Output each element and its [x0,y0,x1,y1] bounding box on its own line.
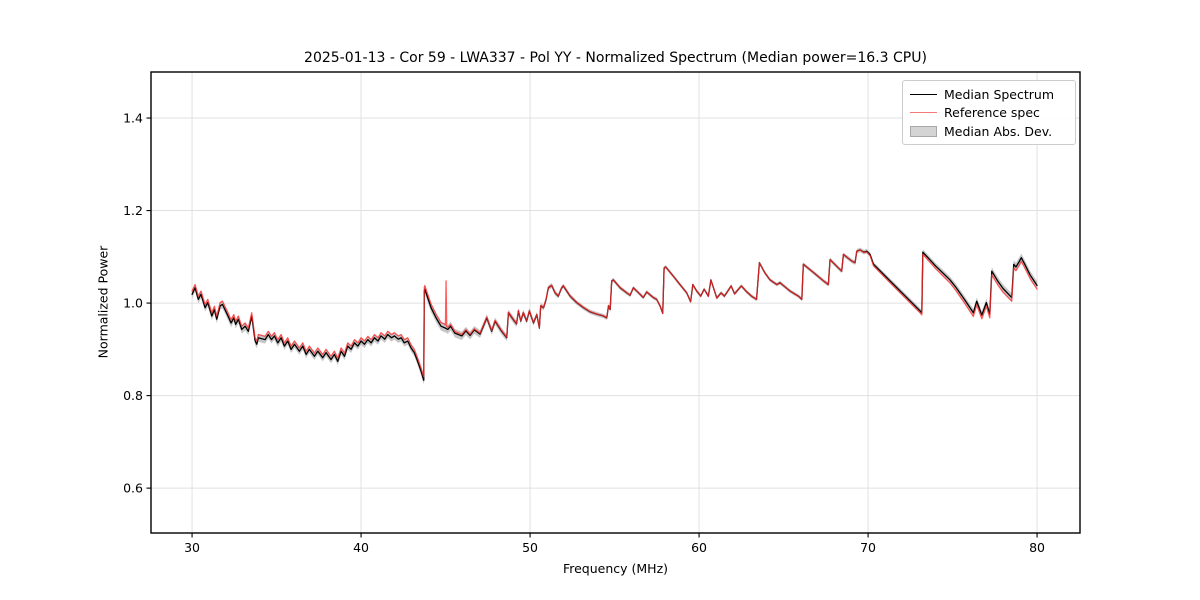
legend-entry-reference: Reference spec [910,105,1068,120]
chart-title: 2025-01-13 - Cor 59 - LWA337 - Pol YY - … [304,50,927,66]
svg-text:1.4: 1.4 [123,111,143,126]
svg-text:30: 30 [184,540,200,555]
legend-label-median: Median Spectrum [944,86,1055,102]
median-line-swatch [910,93,937,95]
svg-text:1.2: 1.2 [123,203,143,218]
svg-text:1.0: 1.0 [123,296,143,311]
svg-text:70: 70 [860,540,876,555]
y-axis-label: Normalized Power [95,245,111,359]
svg-text:0.6: 0.6 [123,481,143,496]
svg-text:50: 50 [522,540,538,555]
svg-text:60: 60 [691,540,707,555]
x-axis-label: Frequency (MHz) [562,561,669,576]
legend-entry-median: Median Spectrum [910,87,1068,102]
reference-line-swatch [910,112,937,113]
legend: Median Spectrum Reference spec Median Ab… [902,80,1076,145]
svg-text:0.8: 0.8 [123,388,143,403]
legend-label-reference: Reference spec [944,105,1040,120]
legend-label-mad: Median Abs. Dev. [944,123,1053,139]
mad-patch-swatch [910,125,937,137]
svg-text:80: 80 [1029,540,1045,555]
svg-text:40: 40 [353,540,369,555]
legend-entry-mad: Median Abs. Dev. [910,124,1068,139]
